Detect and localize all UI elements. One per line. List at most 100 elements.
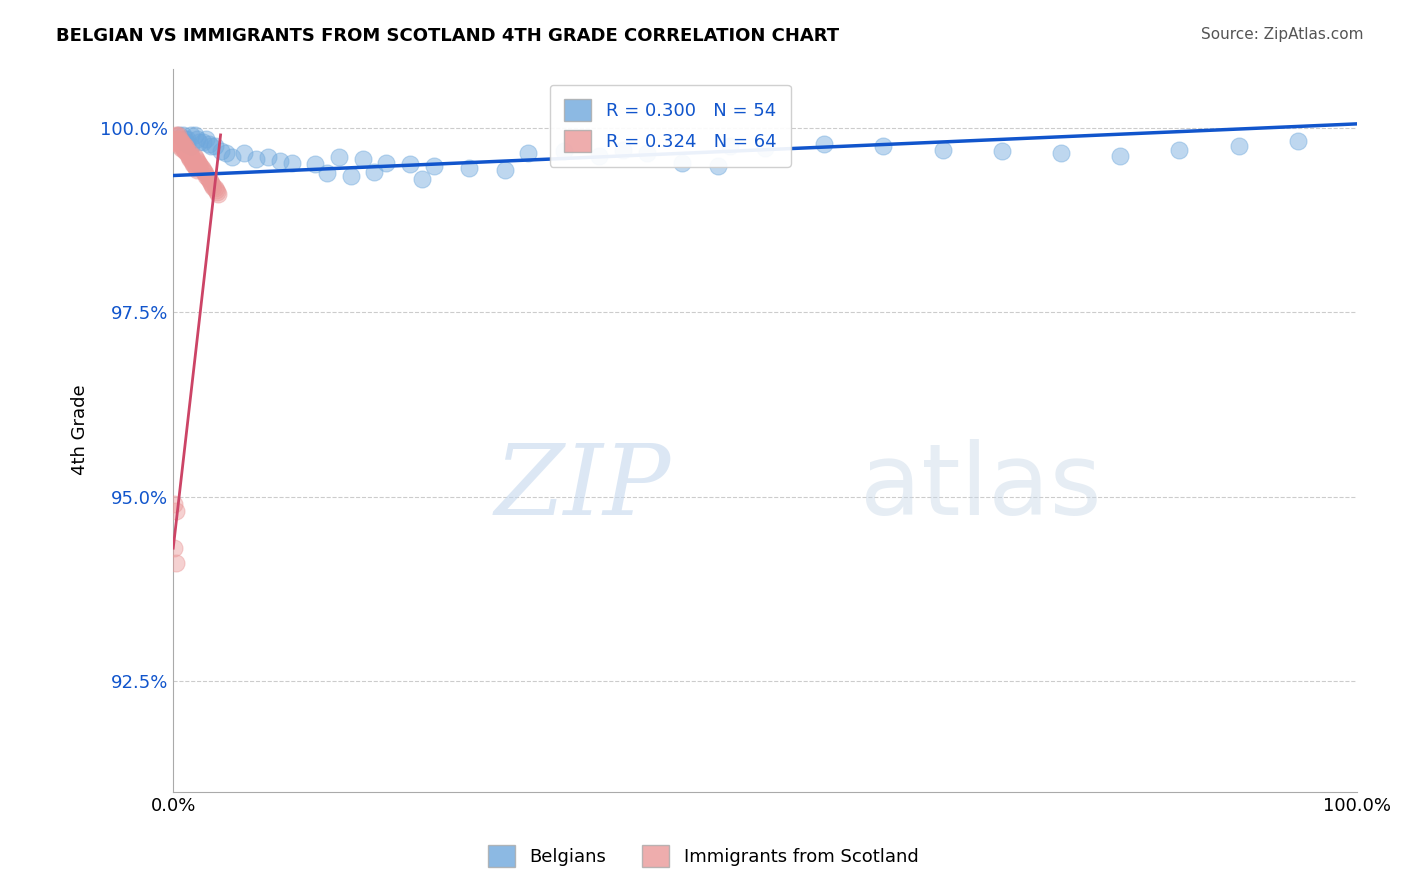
Legend: Belgians, Immigrants from Scotland: Belgians, Immigrants from Scotland (481, 838, 925, 874)
Point (205, 183, 228, 197)
Point (174, 141, 197, 155)
Point (328, 150, 350, 164)
Point (191, 136, 214, 150)
Point (197, 136, 219, 151)
Point (179, 152, 201, 166)
Point (198, 174, 221, 188)
Point (588, 148, 610, 162)
Point (813, 136, 835, 151)
Point (209, 144, 232, 158)
Point (173, 143, 195, 157)
Point (200, 176, 222, 190)
Point (188, 136, 211, 150)
Point (1168, 143, 1191, 157)
Point (207, 186, 229, 201)
Point (195, 169, 218, 183)
Point (201, 178, 224, 193)
Point (167, 128, 190, 142)
Point (184, 152, 207, 166)
Point (197, 172, 219, 186)
Y-axis label: 4th Grade: 4th Grade (72, 384, 89, 475)
Point (174, 131, 197, 145)
Point (165, 131, 187, 145)
Point (517, 146, 540, 161)
Point (183, 156, 205, 170)
Point (163, 541, 186, 556)
Point (872, 139, 894, 153)
Point (204, 181, 226, 195)
Point (180, 139, 202, 153)
Point (170, 134, 193, 148)
Point (186, 153, 208, 168)
Point (172, 136, 194, 151)
Point (233, 146, 256, 161)
Point (173, 141, 195, 155)
Point (169, 136, 191, 150)
Point (193, 165, 215, 179)
Point (304, 157, 326, 171)
Point (176, 131, 198, 145)
Point (375, 156, 398, 170)
Point (184, 161, 207, 175)
Point (215, 146, 238, 161)
Point (180, 128, 202, 142)
Point (399, 157, 422, 171)
Point (257, 150, 280, 164)
Point (176, 146, 198, 161)
Point (280, 156, 302, 170)
Point (706, 159, 728, 173)
Point (718, 139, 741, 153)
Point (183, 150, 205, 164)
Point (163, 497, 186, 511)
Point (195, 131, 218, 145)
Point (169, 136, 191, 151)
Point (166, 134, 188, 148)
Point (170, 141, 193, 155)
Point (221, 150, 243, 164)
Point (202, 179, 225, 194)
Point (181, 153, 204, 168)
Text: atlas: atlas (860, 440, 1101, 536)
Point (197, 170, 219, 185)
Point (179, 146, 201, 161)
Point (172, 128, 194, 142)
Point (180, 150, 202, 164)
Point (174, 144, 197, 158)
Point (931, 143, 953, 157)
Point (1109, 148, 1132, 162)
Legend: R = 0.300   N = 54, R = 0.324   N = 64: R = 0.300 N = 54, R = 0.324 N = 64 (550, 85, 792, 167)
Point (636, 146, 658, 161)
Point (458, 161, 481, 175)
Point (188, 157, 211, 171)
Point (205, 186, 228, 200)
Text: BELGIAN VS IMMIGRANTS FROM SCOTLAND 4TH GRADE CORRELATION CHART: BELGIAN VS IMMIGRANTS FROM SCOTLAND 4TH … (56, 27, 839, 45)
Point (167, 136, 190, 151)
Point (174, 136, 197, 150)
Point (494, 163, 516, 178)
Point (200, 139, 222, 153)
Point (177, 150, 200, 164)
Point (169, 139, 191, 153)
Point (176, 136, 198, 151)
Point (167, 134, 190, 148)
Point (166, 131, 188, 145)
Point (204, 139, 226, 153)
Point (339, 169, 361, 183)
Text: Source: ZipAtlas.com: Source: ZipAtlas.com (1201, 27, 1364, 42)
Point (553, 144, 575, 158)
Point (671, 156, 693, 170)
Point (176, 144, 198, 158)
Point (181, 152, 204, 166)
Point (174, 139, 197, 153)
Point (183, 159, 205, 173)
Point (183, 157, 205, 171)
Point (194, 166, 217, 180)
Point (316, 166, 339, 180)
Point (190, 161, 212, 175)
Point (187, 156, 209, 170)
Point (363, 165, 385, 179)
Point (165, 556, 187, 570)
Point (186, 163, 208, 178)
Point (1227, 139, 1250, 153)
Point (166, 129, 188, 144)
